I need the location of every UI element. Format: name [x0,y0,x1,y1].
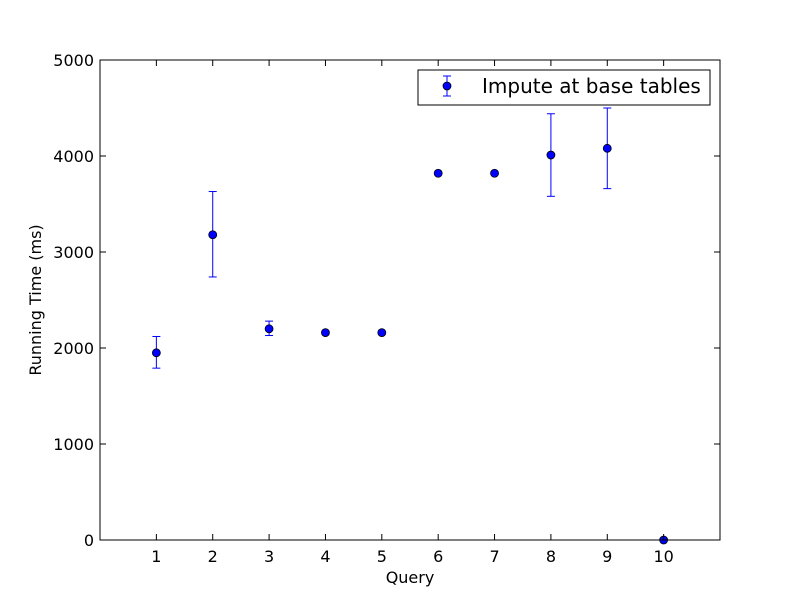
data-point [321,328,330,338]
x-axis-label: Query [386,568,435,587]
plot-area-background [100,60,720,540]
data-point [433,168,443,178]
legend-marker-circle [442,81,452,91]
y-axis-label: Running Time (ms) [26,224,45,375]
x-tick-label: 4 [320,547,330,566]
legend: Impute at base tables [417,69,711,106]
y-tick-label: 3000 [53,243,94,262]
x-tick-label: 6 [433,547,443,566]
data-points [151,143,669,545]
y-axis: 0 1000 2000 3000 4000 5000 [53,51,720,550]
data-point [490,168,499,178]
data-point [377,328,387,338]
legend-frame [417,69,711,106]
data-point [546,150,556,160]
x-tick-label: 9 [602,547,612,566]
data-point [264,324,274,334]
y-tick-label: 1000 [53,435,94,454]
x-tick-label: 8 [546,547,556,566]
x-axis: 1 2 3 4 5 6 7 8 9 10 [151,60,674,566]
y-tick-label: 2000 [53,339,94,358]
x-tick-label: 1 [151,547,161,566]
plot-area-frame [99,59,721,541]
data-point [151,348,161,358]
x-tick-label: 5 [377,547,387,566]
data-point [208,230,218,240]
legend-label: Impute at base tables [482,74,701,98]
x-tick-label: 2 [208,547,218,566]
data-point [602,143,612,153]
x-tick-label: 7 [489,547,499,566]
x-tick-label: 3 [264,547,274,566]
y-tick-label: 0 [84,531,94,550]
y-tick-label: 4000 [53,147,94,166]
y-tick-label: 5000 [53,51,94,70]
x-tick-label: 10 [653,547,673,566]
